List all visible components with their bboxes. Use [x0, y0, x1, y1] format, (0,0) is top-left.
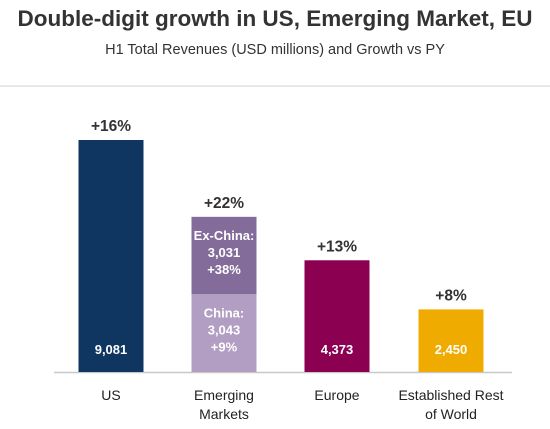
data-label: 9,081 — [95, 342, 128, 357]
x-tick-label: US — [101, 387, 120, 403]
data-label: +38% — [207, 262, 241, 277]
x-tick-label: Markets — [199, 406, 249, 422]
header-divider — [0, 85, 550, 87]
growth-label: +16% — [91, 118, 131, 135]
data-label: +9% — [211, 339, 238, 354]
x-tick-label: of World — [425, 406, 477, 422]
bar-segment-total-2 — [304, 260, 370, 372]
data-label: 2,450 — [435, 342, 468, 357]
data-label: 3,043 — [208, 322, 241, 337]
growth-label: +8% — [435, 287, 467, 304]
data-label: China: — [204, 305, 244, 320]
chart-subtitle: H1 Total Revenues (USD millions) and Gro… — [105, 42, 445, 58]
data-label: 3,031 — [208, 245, 241, 260]
growth-label: +13% — [317, 238, 357, 255]
x-tick-label: Europe — [314, 387, 359, 403]
data-label: Ex-China: — [194, 228, 255, 243]
bar-segment-total-0 — [78, 140, 144, 372]
x-tick-label: Emerging — [194, 387, 254, 403]
growth-label: +22% — [204, 195, 244, 212]
chart-title: Double-digit growth in US, Emerging Mark… — [17, 6, 533, 31]
bar-segment-china-1 — [191, 294, 257, 372]
data-label: 4,373 — [321, 342, 354, 357]
bar-segment-total-3 — [418, 309, 484, 372]
x-tick-label: Established Rest — [398, 387, 503, 403]
bar-segment-ex-china-1 — [191, 216, 257, 295]
